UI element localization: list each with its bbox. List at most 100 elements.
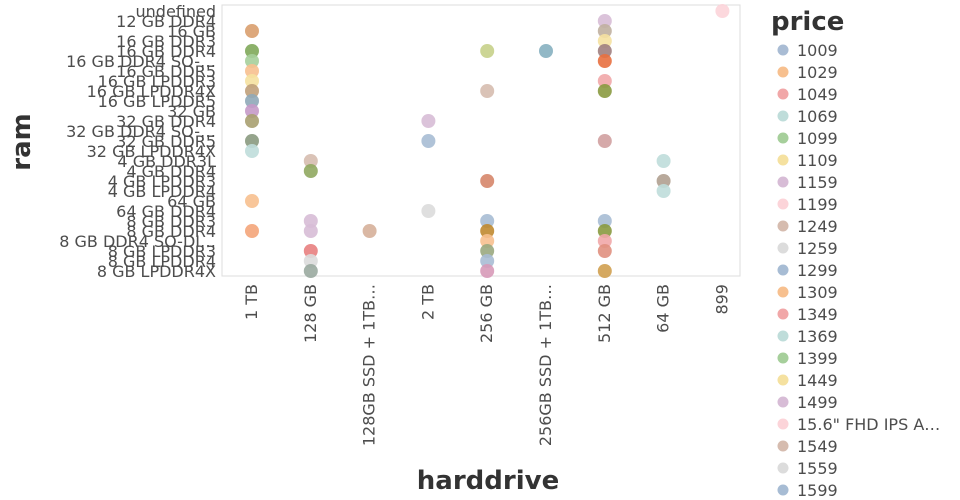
- data-point: [597, 24, 612, 38]
- legend-label: 1299: [797, 261, 838, 280]
- y-tick-label: 32 GB DDR5: [116, 132, 216, 151]
- x-tick-label: 1 TB: [242, 284, 261, 320]
- data-point: [245, 44, 259, 58]
- y-tick-label: 4 GB LPDDR4: [108, 182, 216, 201]
- legend-label: 1349: [797, 305, 838, 324]
- y-tick-label: 8 GB LPDDR4: [108, 252, 216, 271]
- data-point: [597, 244, 612, 258]
- legend-swatch: [777, 396, 789, 408]
- y-tick-label: 32 GB LPDDR4X: [87, 142, 216, 161]
- legend-swatch: [777, 286, 789, 298]
- data-point: [303, 254, 318, 268]
- data-point: [480, 224, 495, 238]
- data-point: [597, 214, 612, 228]
- data-point: [303, 244, 318, 258]
- x-tick-label: 128 GB: [301, 284, 320, 343]
- data-point: [245, 104, 259, 118]
- data-point: [245, 134, 259, 148]
- data-point: [597, 84, 612, 98]
- y-tick-label: 16 GB LPDDR4X: [87, 82, 216, 101]
- data-point: [421, 114, 436, 128]
- legend-label: 15.6" FHD IPS A…: [797, 415, 940, 434]
- data-point: [303, 164, 318, 178]
- legend-swatch: [777, 484, 789, 496]
- data-point: [539, 44, 553, 58]
- x-axis-title: harddrive: [417, 466, 559, 496]
- data-point: [597, 264, 612, 278]
- legend-swatch: [777, 374, 789, 386]
- x-tick-label: 128GB SSD + 1TB…: [360, 284, 379, 446]
- data-point: [245, 194, 259, 208]
- legend-swatch: [777, 440, 789, 452]
- legend-swatch: [777, 110, 789, 122]
- data-point: [303, 224, 318, 238]
- data-point: [597, 34, 612, 48]
- data-point: [303, 264, 318, 278]
- data-point: [480, 214, 495, 228]
- data-point: [480, 254, 495, 268]
- legend-swatch: [777, 44, 789, 56]
- legend-label: 1069: [797, 107, 838, 126]
- legend-swatch: [777, 154, 789, 166]
- data-point: [480, 264, 495, 278]
- legend-label: 1369: [797, 327, 838, 346]
- legend-swatch: [777, 418, 789, 430]
- y-tick-label: 16 GB DDR3: [116, 32, 216, 51]
- legend-swatch: [777, 330, 789, 342]
- legend-label: 1449: [797, 371, 838, 390]
- y-tick-label: 32 GB: [167, 102, 216, 121]
- data-point: [245, 74, 259, 88]
- data-point: [245, 84, 259, 98]
- legend-swatch: [777, 242, 789, 254]
- data-point: [245, 64, 259, 78]
- legend-label: 1199: [797, 195, 838, 214]
- legend-label: 1159: [797, 173, 838, 192]
- data-point: [245, 94, 259, 108]
- data-point: [362, 224, 377, 238]
- y-tick-label: 4 GB LPDDR3: [108, 172, 216, 191]
- legend-swatch: [777, 264, 789, 276]
- data-point: [245, 24, 259, 38]
- y-tick-label: 4 GB DDR3L: [117, 152, 216, 171]
- y-tick-label: 8 GB DDR3: [126, 212, 216, 231]
- y-tick-label: 16 GB LPDDR3: [98, 72, 216, 91]
- y-tick-label: 12 GB DDR4: [116, 12, 216, 31]
- data-point: [480, 84, 495, 98]
- data-point: [597, 44, 612, 58]
- legend-entries: 1009 1029 1049 1069 1099 1109 1159 1199 1249 1259…: [777, 41, 940, 500]
- data-point: [715, 4, 730, 18]
- data-point: [597, 224, 612, 238]
- y-tick-label: undefined: [136, 2, 217, 21]
- legend-label: 1029: [797, 63, 838, 82]
- y-tick-label: 4 GB DDR4: [126, 162, 216, 181]
- legend-label: 1109: [797, 151, 838, 170]
- data-point: [597, 54, 612, 68]
- legend-swatch: [777, 352, 789, 364]
- legend-label: 1499: [797, 393, 838, 412]
- x-tick-label: 2 TB: [418, 284, 437, 320]
- data-point: [597, 14, 612, 28]
- y-tick-label: 16 GB LPDDR5: [98, 92, 216, 111]
- data-point: [421, 134, 436, 148]
- legend-label: 1599: [797, 481, 838, 500]
- legend-label: 1009: [797, 41, 838, 60]
- data-point: [245, 114, 259, 128]
- y-tick-label: 16 GB: [167, 22, 216, 41]
- legend-label: 1099: [797, 129, 838, 148]
- x-tick-label: 64 GB: [654, 284, 673, 333]
- data-point: [245, 224, 259, 238]
- legend-label: 1399: [797, 349, 838, 368]
- legend-swatch: [777, 132, 789, 144]
- data-point: [421, 204, 436, 218]
- y-tick-label: 16 GB DDR4: [116, 42, 216, 61]
- legend-label: 1559: [797, 459, 838, 478]
- y-tick-label: 8 GB DDR4 SO-DI…: [59, 232, 216, 251]
- data-point: [480, 44, 495, 58]
- y-tick-label: 16 GB DDR4 SO-…: [66, 52, 216, 71]
- data-point: [597, 134, 612, 148]
- legend-swatch: [777, 462, 789, 474]
- data-point: [656, 174, 671, 188]
- plot-frame: [221, 4, 741, 277]
- legend-title: price: [771, 7, 844, 37]
